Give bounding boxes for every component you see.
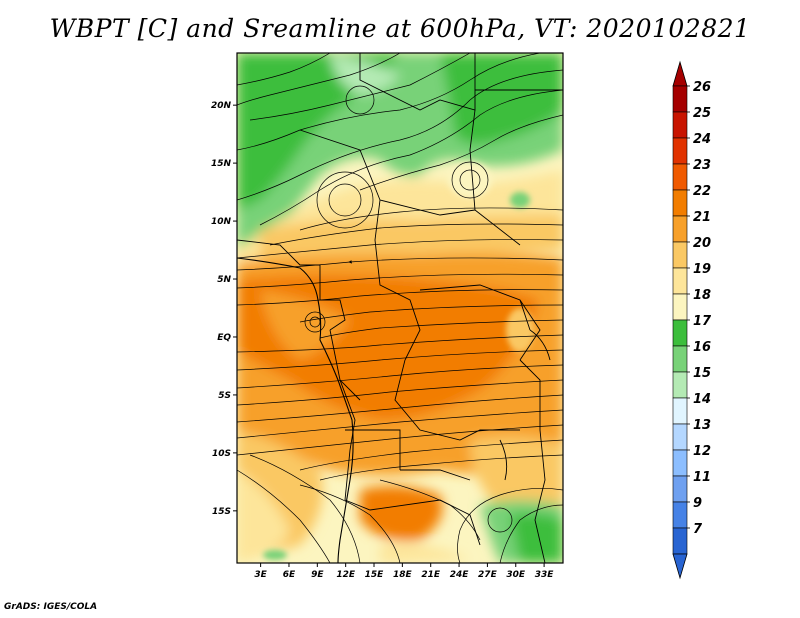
colorbar-swatch [672,189,688,217]
colorbar-swatch [672,137,688,165]
colorbar-swatch [672,241,688,269]
lon-tick-label: 33E [535,570,555,580]
map-frame [236,52,564,564]
lat-tick-label: 5N [217,275,231,285]
streamlines [237,53,563,563]
lon-tick-label: 3E [254,570,267,580]
colorbar-label: 20 [693,236,711,251]
colorbar-swatch [672,501,688,529]
lat-tick-label: 10S [212,449,231,459]
colorbar-swatch [672,293,688,321]
lon-tick-label: 15E [365,570,385,580]
chart-title: WBPT [C] and Sreamline at 600hPa, VT: 20… [49,14,751,43]
colorbar-label: 17 [693,314,712,329]
colorbar-swatch [672,215,688,243]
colorbar-label: 21 [693,210,711,225]
colorbar-label: 15 [693,366,711,381]
colorbar-swatch [672,371,688,399]
colorbar-label: 13 [693,418,711,433]
colorbar-label: 9 [693,496,702,511]
colorbar-swatch [672,85,688,113]
colorbar-swatch [672,397,688,425]
longitude-axis: 3E 6E 9E 12E 15E 18E 21E 24E 27E 30E 33E [254,563,554,580]
colorbar-label: 7 [693,522,703,537]
colorbar-swatch [672,111,688,139]
lon-tick-label: 12E [336,570,356,580]
lat-tick-label: 15N [211,159,232,169]
colorbar-swatch [672,345,688,373]
colorbar-swatch [672,423,688,451]
lon-tick-label: 24E [450,570,470,580]
lon-tick-label: 6E [283,570,296,580]
lat-tick-label: 5S [218,391,231,401]
colorbar-bottom-arrow [672,553,688,580]
colorbar-swatch [672,163,688,191]
coastline [237,257,354,563]
lon-tick-label: 9E [311,570,324,580]
colorbar-label: 12 [693,444,711,459]
lat-tick-label: 10N [211,217,232,227]
colorbar-label: 26 [693,80,711,95]
lon-tick-label: 21E [421,570,441,580]
country-borders [237,53,563,563]
credit-text: GrADS: IGES/COLA [4,602,98,612]
wbpt-field [237,53,563,563]
lat-tick-label: 20N [211,101,232,111]
colorbar-label: 14 [693,392,711,407]
colorbar-label: 25 [693,106,711,121]
colorbar-swatch [672,475,688,503]
lat-tick-label: 15S [212,507,231,517]
colorbar-label: 23 [693,158,711,173]
colorbar: 26 25 24 23 22 21 20 19 18 17 16 15 14 13 12 11 9 7 [672,60,712,580]
colorbar-label: 22 [693,184,711,199]
colorbar-top-arrow [672,60,688,87]
colorbar-swatch [672,449,688,477]
colorbar-label: 19 [693,262,711,277]
colorbar-swatch [672,267,688,295]
colorbar-label: 16 [693,340,711,355]
lon-tick-label: 30E [506,570,526,580]
colorbar-label: 18 [693,288,711,303]
colorbar-label: 11 [693,470,711,485]
colorbar-swatch [672,319,688,347]
lat-tick-label: EQ [217,333,231,343]
colorbar-label: 24 [693,132,711,147]
lon-tick-label: 18E [393,570,413,580]
lon-tick-label: 27E [478,570,498,580]
colorbar-swatch [672,527,688,555]
latitude-axis: 20N 15N 10N 5N EQ 5S 10S 15S [211,101,237,517]
